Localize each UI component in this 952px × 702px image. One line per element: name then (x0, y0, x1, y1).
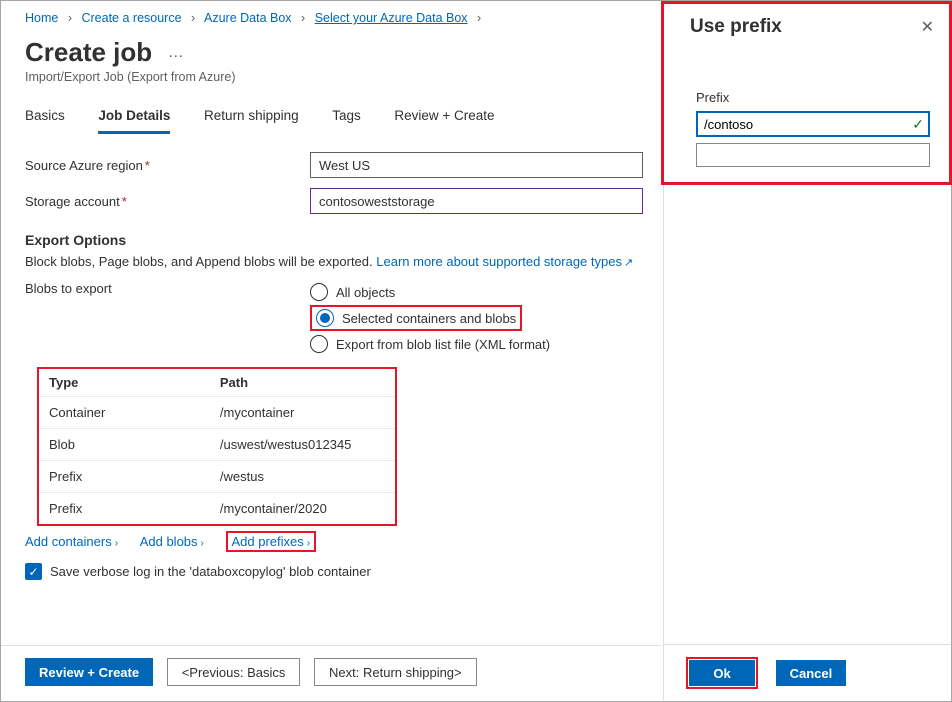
close-icon[interactable]: ✕ (921, 17, 934, 37)
tab-basics[interactable]: Basics (25, 102, 65, 131)
radio-selected-containers[interactable]: Selected containers and blobs (316, 309, 516, 327)
tab-job-details[interactable]: Job Details (98, 102, 170, 134)
external-link-icon: ↗ (622, 257, 633, 269)
cancel-button[interactable]: Cancel (776, 660, 847, 686)
breadcrumb: Home › Create a resource › Azure Data Bo… (25, 9, 643, 33)
blobs-to-export-label: Blobs to export (25, 279, 310, 296)
wizard-footer: Review + Create <Previous: Basics Next: … (1, 645, 661, 701)
chevron-right-icon: › (62, 11, 78, 25)
learn-more-link[interactable]: Learn more about supported storage types… (376, 254, 633, 269)
table-header-row: Type Path (39, 369, 395, 397)
previous-button[interactable]: <Previous: Basics (167, 658, 301, 686)
tab-return-shipping[interactable]: Return shipping (204, 102, 299, 131)
col-path: Path (210, 369, 395, 397)
selection-table: Type Path Container/mycontainer Blob/usw… (37, 367, 397, 526)
valid-check-icon: ✓ (912, 116, 924, 133)
ok-button[interactable]: Ok (689, 660, 755, 686)
export-options-heading: Export Options (25, 232, 643, 248)
more-button[interactable]: … (156, 44, 186, 61)
table-row: Prefix/westus (39, 461, 395, 493)
prefix-input-secondary[interactable] (696, 143, 930, 167)
add-blobs-link[interactable]: Add blobs› (140, 534, 208, 549)
radio-xml-file[interactable]: Export from blob list file (XML format) (310, 335, 643, 353)
chevron-right-icon: › (112, 538, 118, 549)
storage-input[interactable] (310, 188, 643, 214)
chevron-right-icon: › (295, 11, 311, 25)
prefix-label: Prefix (696, 90, 930, 105)
verbose-log-checkbox[interactable]: ✓ Save verbose log in the 'databoxcopylo… (25, 563, 643, 580)
check-icon: ✓ (25, 563, 42, 580)
use-prefix-panel: Use prefix ✕ Prefix ✓ Ok Cancel (663, 2, 950, 700)
breadcrumb-data-box[interactable]: Azure Data Box (204, 11, 292, 25)
tab-tags[interactable]: Tags (332, 102, 361, 131)
col-type: Type (39, 369, 210, 397)
page-subtitle: Import/Export Job (Export from Azure) (25, 70, 643, 84)
storage-label: Storage account* (25, 194, 310, 209)
add-links: Add containers› Add blobs› Add prefixes› (25, 534, 643, 549)
radio-all-objects[interactable]: All objects (310, 283, 643, 301)
page-title: Create job (25, 37, 152, 68)
next-button[interactable]: Next: Return shipping> (314, 658, 477, 686)
prefix-input[interactable] (696, 111, 930, 137)
chevron-right-icon: › (471, 11, 487, 25)
chevron-right-icon: › (185, 11, 201, 25)
breadcrumb-create-resource[interactable]: Create a resource (81, 11, 181, 25)
review-create-button[interactable]: Review + Create (25, 658, 153, 686)
panel-title: Use prefix (690, 16, 782, 38)
chevron-right-icon: › (198, 538, 204, 549)
tab-review-create[interactable]: Review + Create (394, 102, 494, 131)
tabs: Basics Job Details Return shipping Tags … (25, 102, 643, 134)
table-row: Prefix/mycontainer/2020 (39, 493, 395, 525)
panel-footer: Ok Cancel (664, 644, 950, 700)
table-row: Container/mycontainer (39, 397, 395, 429)
export-help: Block blobs, Page blobs, and Append blob… (25, 254, 643, 269)
chevron-right-icon: › (304, 538, 310, 549)
add-prefixes-link[interactable]: Add prefixes› (232, 534, 311, 549)
table-row: Blob/uswest/westus012345 (39, 429, 395, 461)
add-containers-link[interactable]: Add containers› (25, 534, 122, 549)
region-label: Source Azure region* (25, 158, 310, 173)
breadcrumb-select-data-box[interactable]: Select your Azure Data Box (315, 11, 468, 25)
breadcrumb-home[interactable]: Home (25, 11, 58, 25)
region-input[interactable] (310, 152, 643, 178)
